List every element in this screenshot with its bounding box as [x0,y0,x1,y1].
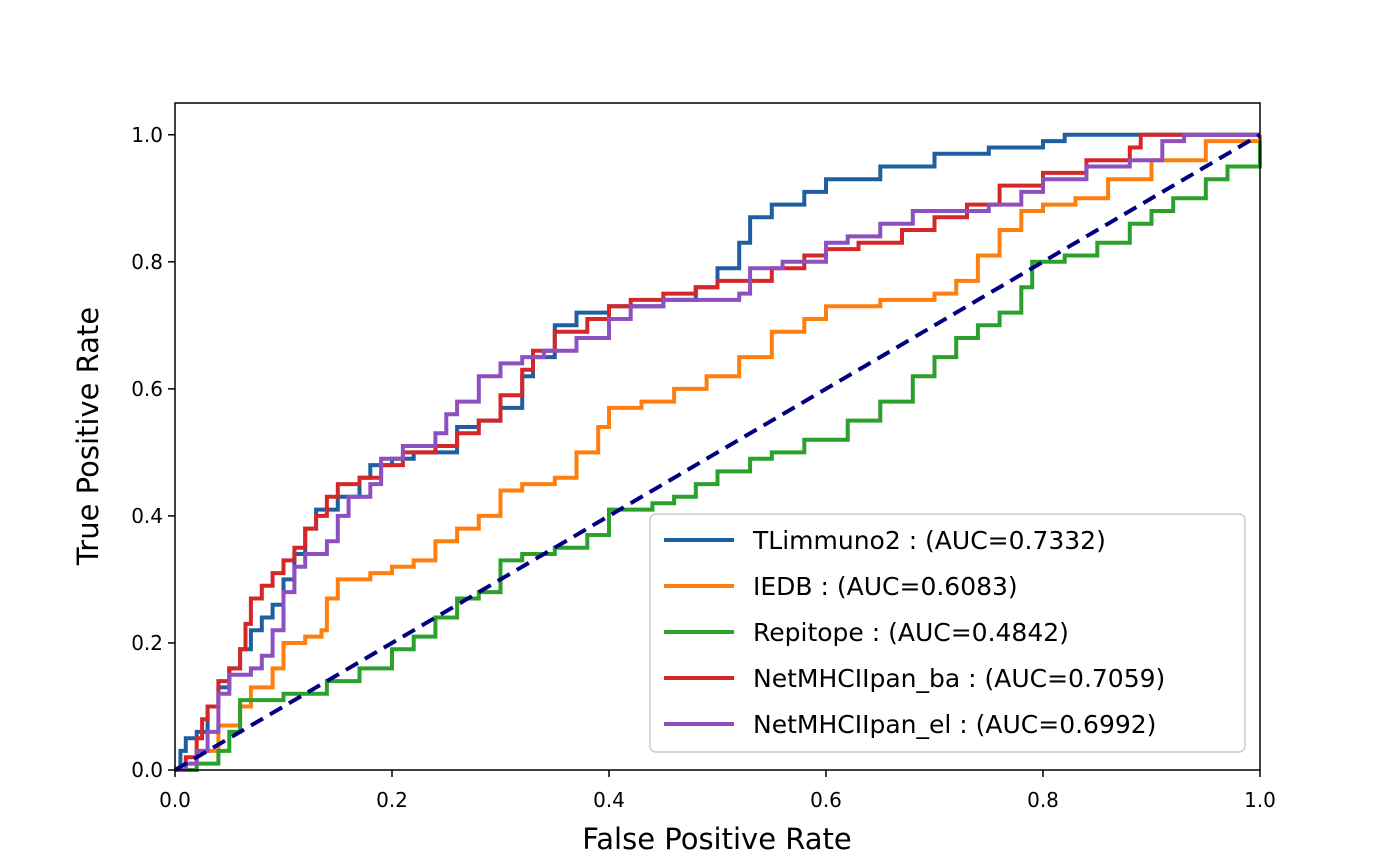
x-tick-label: 0.6 [810,788,842,812]
legend-label-2: Repitope : (AUC=0.4842) [753,618,1069,647]
legend: TLimmuno2 : (AUC=0.7332) IEDB : (AUC=0.60… [649,513,1246,753]
x-tick-label: 1.0 [1244,788,1276,812]
roc-curve-1 [175,134,1262,772]
plot-frame [174,102,1261,771]
y-axis-ticks: 0.0 0.2 0.4 0.6 0.8 1.0 [131,123,175,782]
roc-curves [175,132,1262,772]
legend-label-1: IEDB : (AUC=0.6083) [753,572,1018,601]
roc-curve-4 [175,132,1260,772]
y-tick-label: 0.6 [131,377,163,401]
y-tick-label: 0.8 [131,250,163,274]
y-tick-label: 0.0 [131,758,163,782]
legend-label-0: TLimmuno2 : (AUC=0.7332) [752,526,1106,555]
roc-curve-3 [175,132,1260,772]
y-tick-label: 0.2 [131,631,163,655]
legend-label-4: NetMHCIIpan_el : (AUC=0.6992) [753,710,1156,739]
x-tick-label: 0.8 [1027,788,1059,812]
x-tick-label: 0.2 [376,788,408,812]
roc-curve-2 [175,141,1262,772]
legend-label-3: NetMHCIIpan_ba : (AUC=0.7059) [753,664,1165,693]
y-axis-label: True Positive Rate [71,307,105,566]
x-axis-label: False Positive Rate [582,822,852,856]
y-tick-label: 0.4 [131,504,163,528]
legend-box [649,513,1246,753]
y-tick-label: 1.0 [131,123,163,147]
x-tick-label: 0.4 [593,788,625,812]
random-baseline-line [173,133,1262,772]
x-tick-label: 0.0 [159,788,191,812]
x-axis-ticks: 0.0 0.2 0.4 0.6 0.8 1.0 [159,770,1276,812]
